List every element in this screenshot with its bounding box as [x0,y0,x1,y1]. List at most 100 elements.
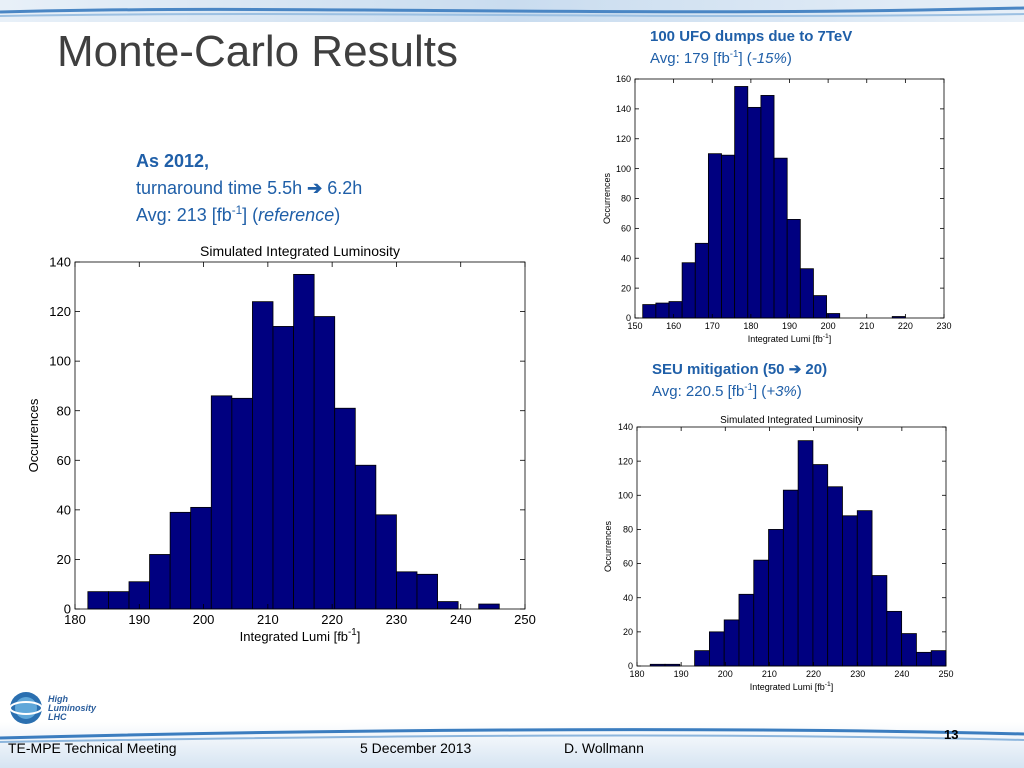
caption-seu: SEU mitigation (50 ➔ 20) Avg: 220.5 [fb-… [652,359,827,403]
top-decorative-band [0,0,1024,22]
x-tick-label: 210 [762,669,777,679]
y-tick-label: 160 [616,74,631,84]
histogram-bar [827,486,843,667]
x-tick-label: 230 [936,321,951,331]
x-tick-label: 200 [821,321,836,331]
x-tick-label: 200 [193,612,215,627]
caption-ufo-heading: 100 UFO dumps due to 7TeV [650,28,853,45]
y-tick-label: 20 [621,283,631,293]
x-tick-label: 190 [128,612,150,627]
histogram-bar [871,575,888,667]
caption-main-heading: As 2012, [136,151,210,171]
histogram-bar [797,440,814,667]
caption-ufo-average: Avg: 179 [fb-1] (-15%) [650,49,792,67]
histogram-bar [916,651,932,667]
histogram-bar [782,489,799,667]
y-tick-label: 100 [49,354,71,369]
y-tick-label: 80 [623,525,633,535]
histogram-bar [694,650,710,667]
histogram-bar [723,619,740,667]
x-tick-label: 240 [450,612,472,627]
x-tick-label: 200 [718,669,733,679]
histogram-bar [856,510,873,667]
y-tick-label: 120 [618,456,633,466]
x-tick-label: 170 [705,321,720,331]
x-tick-label: 250 [514,612,536,627]
hl-lhc-logo-icon [9,692,43,724]
histogram-bar [708,631,725,667]
hl-lhc-logo-text: High Luminosity LHC [48,694,97,722]
x-tick-label: 180 [629,669,644,679]
y-tick-label: 80 [57,403,71,418]
x-axis-label: Integrated Lumi [fb-1] [750,681,834,692]
x-tick-label: 190 [782,321,797,331]
plot-frame [74,261,526,610]
chart-title: Simulated Integrated Luminosity [720,415,863,426]
y-tick-label: 40 [621,253,631,263]
x-tick-label: 180 [64,612,86,627]
histogram-bar [842,515,858,667]
y-tick-label: 120 [616,134,631,144]
x-axis-label: Integrated Lumi [fb-1] [240,627,361,644]
x-tick-label: 240 [894,669,909,679]
x-tick-label: 230 [850,669,865,679]
histogram-bar [738,593,755,667]
x-tick-label: 250 [938,669,953,679]
page-number: 13 [944,727,959,742]
y-tick-label: 100 [616,164,631,174]
x-tick-label: 190 [674,669,689,679]
footer-date: 5 December 2013 [360,740,472,756]
y-tick-label: 20 [57,552,71,567]
caption-seu-average: Avg: 220.5 [fb-1] (+3%) [652,382,802,400]
x-tick-label: 160 [666,321,681,331]
caption-seu-heading: SEU mitigation (50 ➔ 20) [652,361,828,378]
y-tick-label: 0 [628,661,633,671]
y-tick-label: 140 [616,104,631,114]
caption-main-average: Avg: 213 [fb-1] (reference) [136,204,341,225]
y-axis-label: Occurrences [602,172,612,224]
y-tick-label: 60 [621,224,631,234]
histogram-bar [886,610,903,667]
x-tick-label: 180 [743,321,758,331]
slide-title: Monte-Carlo Results [57,27,459,76]
chart-title: Simulated Integrated Luminosity [200,243,400,259]
y-tick-label: 60 [57,453,71,468]
caption-ufo: 100 UFO dumps due to 7TeV Avg: 179 [fb-1… [650,26,852,70]
y-tick-label: 100 [618,490,633,500]
histogram-bar [753,559,769,667]
histogram-bar [901,633,917,667]
y-tick-label: 0 [64,602,71,617]
arrow-right-icon: ➔ [788,361,802,378]
arrow-right-icon: ➔ [307,178,323,198]
y-tick-label: 60 [623,559,633,569]
x-tick-label: 220 [898,321,913,331]
y-axis-label: Occurrences [603,520,613,572]
y-tick-label: 140 [618,422,633,432]
y-tick-label: 120 [49,304,71,319]
bottom-decorative-band [0,722,1024,768]
x-tick-label: 210 [859,321,874,331]
histogram-bar [930,650,947,667]
footer-meeting: TE-MPE Technical Meeting [8,740,177,756]
x-tick-label: 230 [386,612,408,627]
x-tick-label: 220 [321,612,343,627]
caption-main-turnaround: turnaround time 5.5h ➔ 6.2h [136,178,363,198]
hl-lhc-logo: High Luminosity LHC [8,690,118,730]
x-tick-label: 150 [627,321,642,331]
y-tick-label: 40 [57,502,71,517]
footer-author: D. Wollmann [564,740,644,756]
y-tick-label: 140 [49,255,71,270]
y-tick-label: 0 [626,313,631,323]
x-tick-label: 210 [257,612,279,627]
y-tick-label: 80 [621,194,631,204]
x-tick-label: 220 [806,669,821,679]
y-tick-label: 40 [623,593,633,603]
x-axis-label: Integrated Lumi [fb-1] [748,333,832,344]
y-axis-label: Occurrences [26,398,41,472]
caption-main: As 2012, turnaround time 5.5h ➔ 6.2h Avg… [136,148,362,229]
y-tick-label: 20 [623,627,633,637]
plot-frame [636,426,947,667]
